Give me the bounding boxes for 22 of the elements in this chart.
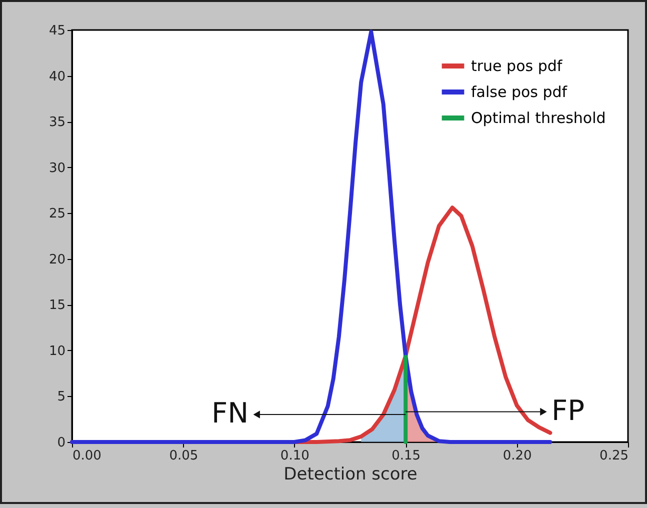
- y-tick-label: 30: [48, 160, 66, 176]
- y-tick-label: 20: [48, 252, 66, 268]
- y-tick-label: 0: [57, 436, 66, 450]
- y-tick-label: 25: [48, 206, 66, 222]
- y-tick-label: 35: [48, 115, 66, 130]
- y-tick-label: 5: [57, 390, 66, 405]
- x-tick-label: 0.10: [280, 448, 310, 464]
- x-tick-label: 0.20: [502, 448, 532, 464]
- y-tick-label: 15: [48, 298, 66, 314]
- x-tick-label: 0.15: [392, 448, 421, 464]
- annotation: FN: [212, 396, 249, 430]
- y-tick-label: 10: [48, 344, 66, 359]
- x-axis-title: Detection score: [284, 464, 418, 484]
- legend-label: false pos pdf: [471, 83, 568, 101]
- legend-label: Optimal threshold: [471, 109, 606, 127]
- x-tick-label: 0.05: [169, 448, 198, 464]
- legend-label: true pos pdf: [471, 57, 563, 75]
- y-tick-label: 40: [48, 69, 66, 84]
- x-tick-label: 0.25: [600, 448, 628, 464]
- annotation: FP: [551, 394, 584, 427]
- x-tick-label: 0.00: [72, 448, 102, 464]
- y-tick-label: 45: [48, 24, 66, 38]
